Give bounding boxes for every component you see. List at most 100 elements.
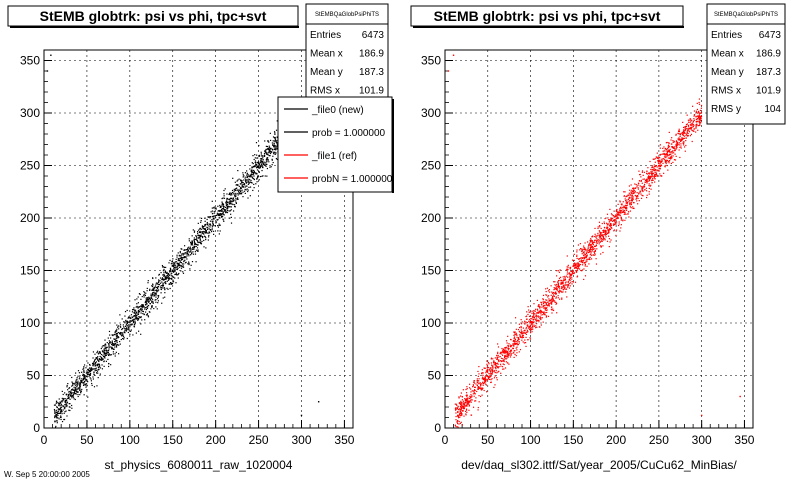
data-point — [511, 352, 513, 354]
data-point — [221, 204, 223, 206]
data-point — [504, 354, 506, 356]
data-point — [693, 115, 695, 117]
data-point — [591, 249, 593, 251]
data-point — [473, 381, 475, 383]
data-point — [590, 238, 592, 240]
data-point — [224, 208, 226, 211]
data-point — [140, 312, 142, 314]
data-point — [548, 300, 550, 302]
data-point — [513, 340, 515, 342]
data-point — [689, 119, 691, 121]
data-point — [492, 361, 495, 364]
data-point — [531, 324, 533, 326]
data-point — [630, 196, 632, 198]
data-point — [208, 231, 210, 233]
data-point — [691, 122, 694, 124]
data-point — [69, 390, 71, 393]
data-point — [616, 213, 619, 216]
data-point — [77, 391, 79, 393]
data-point — [540, 301, 542, 303]
data-point — [631, 192, 633, 194]
data-point — [491, 369, 494, 371]
data-point — [532, 319, 534, 321]
data-point — [632, 193, 634, 195]
data-point — [141, 304, 143, 307]
data-point — [129, 320, 132, 322]
data-point — [266, 145, 269, 148]
data-point — [514, 353, 516, 356]
data-point — [666, 155, 668, 157]
data-point — [567, 285, 569, 287]
data-point — [501, 349, 504, 351]
data-point — [611, 227, 613, 229]
stats-header: StEMBQaGlobPsiPhiTS — [315, 12, 379, 18]
data-point — [169, 259, 171, 262]
data-point — [251, 170, 253, 172]
data-point — [109, 341, 111, 343]
data-point — [560, 283, 562, 285]
data-point — [654, 165, 656, 168]
data-point — [230, 206, 232, 208]
data-point — [233, 204, 236, 206]
data-point — [597, 227, 599, 230]
data-point — [505, 355, 507, 358]
data-point — [546, 301, 549, 303]
data-point — [461, 413, 463, 415]
data-point — [166, 272, 168, 274]
data-point — [489, 368, 491, 370]
data-point — [665, 153, 667, 156]
data-point — [201, 231, 203, 233]
data-point — [494, 364, 496, 366]
data-point — [637, 197, 639, 200]
data-point — [596, 248, 598, 250]
data-point — [155, 286, 157, 289]
data-point — [170, 275, 172, 277]
stats-label: Mean y — [711, 67, 744, 78]
data-point — [230, 203, 232, 205]
data-point — [190, 264, 192, 266]
data-point — [591, 246, 593, 249]
data-point — [137, 306, 139, 308]
data-point — [117, 326, 119, 328]
data-point — [478, 395, 480, 397]
data-point — [254, 157, 256, 159]
data-point — [103, 352, 106, 354]
data-point — [591, 240, 594, 242]
data-point — [512, 344, 514, 346]
data-point — [130, 314, 133, 316]
data-point — [261, 175, 263, 177]
data-point — [653, 164, 655, 166]
data-point — [569, 280, 571, 282]
data-point — [643, 171, 645, 173]
x-axis-label: dev/daq_sl302.ittf/Sat/year_2005/CuCu62_… — [461, 458, 737, 472]
data-point — [104, 348, 106, 350]
data-point — [456, 426, 458, 428]
data-point — [143, 296, 145, 298]
data-point — [652, 172, 654, 174]
data-point — [629, 210, 632, 212]
stats-value: 187.3 — [359, 67, 384, 78]
data-point — [474, 400, 476, 402]
data-point — [633, 207, 635, 209]
data-point — [671, 137, 673, 139]
data-point — [55, 400, 58, 402]
data-point — [235, 202, 237, 205]
data-point — [507, 350, 509, 353]
data-point — [484, 378, 486, 380]
data-point — [168, 276, 170, 278]
data-point — [124, 329, 126, 331]
data-point — [481, 372, 483, 374]
data-point — [545, 302, 547, 304]
data-point — [183, 260, 185, 263]
data-point — [636, 185, 638, 187]
data-point — [89, 363, 91, 366]
data-point — [557, 279, 560, 282]
data-point — [247, 179, 249, 181]
data-point — [113, 338, 115, 340]
data-point — [133, 312, 135, 314]
data-point — [103, 356, 106, 358]
data-point — [177, 258, 180, 260]
data-point — [560, 282, 562, 284]
data-point — [100, 358, 102, 360]
data-point — [552, 297, 554, 300]
